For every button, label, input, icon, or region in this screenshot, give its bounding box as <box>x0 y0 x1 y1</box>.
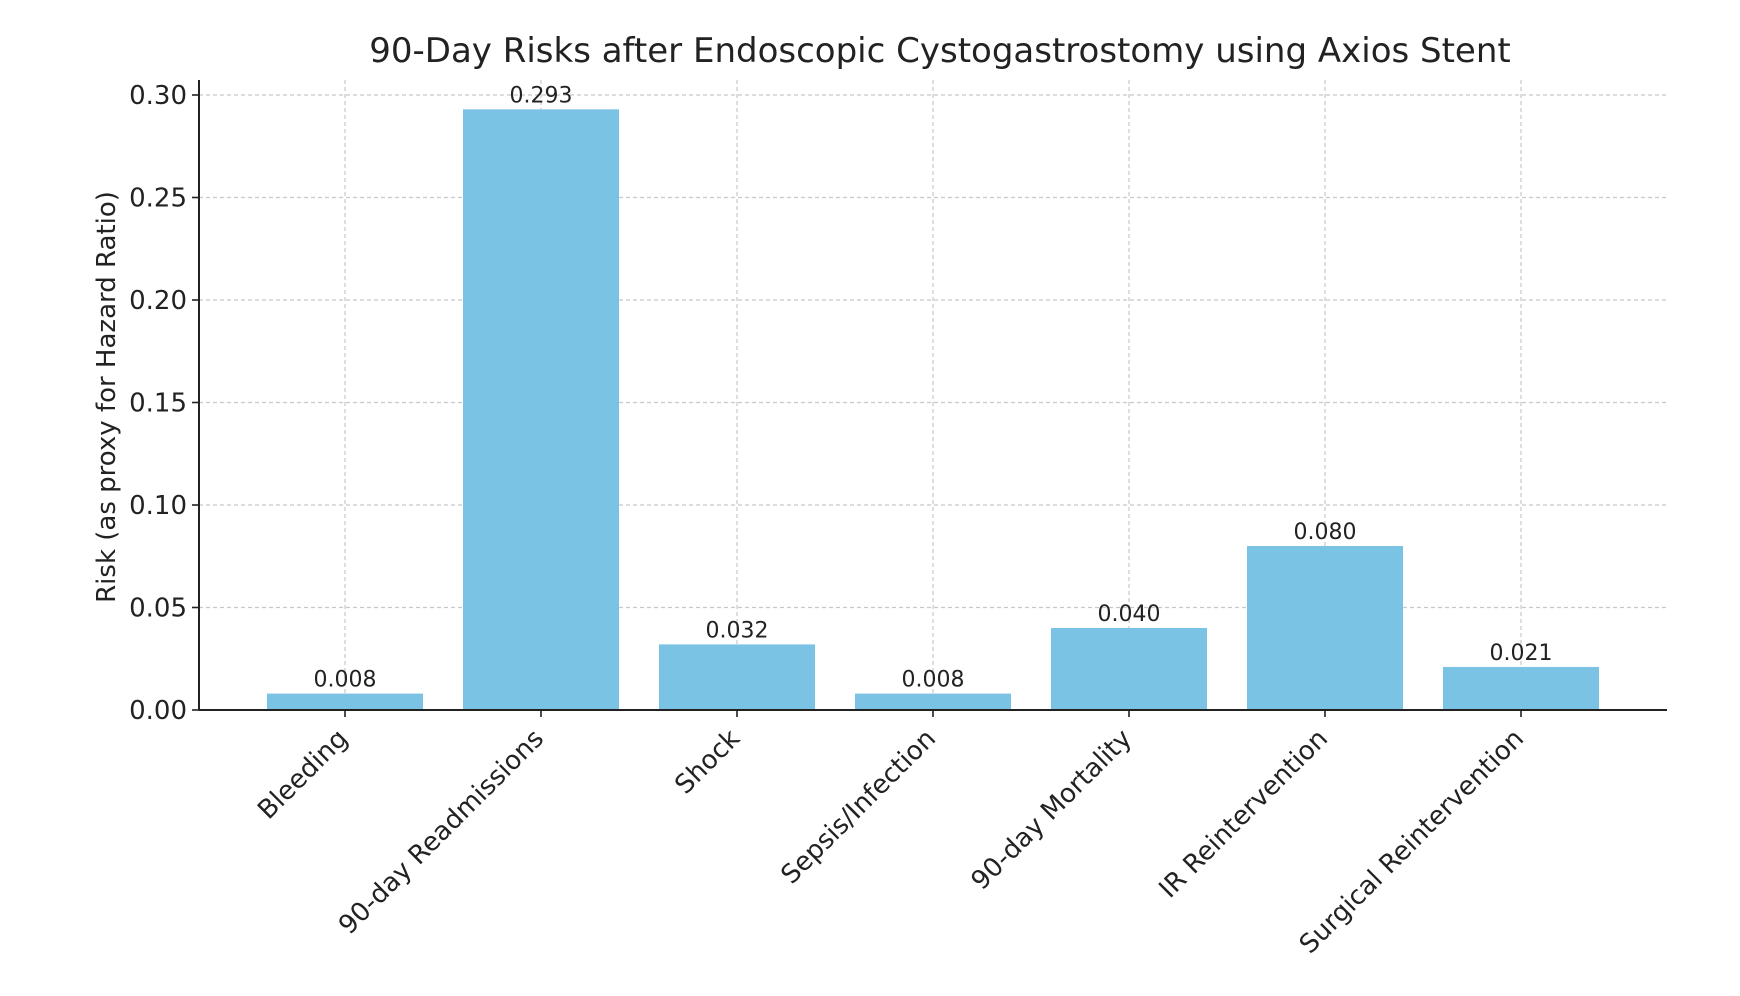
y-axis-label: Risk (as proxy for Hazard Ratio) <box>92 191 122 603</box>
bar-value-label: 0.021 <box>1490 641 1553 666</box>
bar <box>1247 546 1403 710</box>
axes-layer <box>192 80 1667 717</box>
y-tick-label: 0.15 <box>129 389 187 419</box>
y-tick-label: 0.10 <box>129 491 187 521</box>
y-tick-label: 0.00 <box>129 696 187 726</box>
bar-value-label: 0.293 <box>510 83 573 108</box>
x-tick-label: Surgical Reintervention <box>1294 724 1530 960</box>
bar <box>1051 628 1207 710</box>
bar-value-label: 0.008 <box>902 668 965 693</box>
bar <box>659 644 815 710</box>
bar <box>1443 666 1599 710</box>
bar <box>463 109 619 711</box>
bar-value-label: 0.008 <box>314 668 377 693</box>
x-tick-label: IR Reintervention <box>1154 724 1334 904</box>
bars-layer <box>267 109 1599 711</box>
bar-value-label: 0.080 <box>1294 520 1357 545</box>
x-tick-label: Bleeding <box>252 724 354 826</box>
y-tick-label: 0.25 <box>129 184 187 214</box>
x-tick-label: 90-day Readmissions <box>333 724 550 941</box>
bar <box>267 693 423 710</box>
grid-layer <box>199 80 1667 711</box>
labels-layer: 0.00 0.05 0.10 0.15 0.20 0.25 0.30 0.008 Bleedin… <box>129 81 1552 960</box>
chart-title: 90-Day Risks after Endoscopic Cystogastr… <box>369 31 1510 71</box>
x-tick-label: Shock <box>669 724 746 801</box>
bar-value-label: 0.040 <box>1098 602 1161 627</box>
bar <box>855 693 1011 710</box>
y-tick-label: 0.20 <box>129 286 187 316</box>
y-tick-label: 0.30 <box>129 81 187 111</box>
x-tick-label: 90-day Mortality <box>966 724 1138 896</box>
bar-value-label: 0.032 <box>706 618 769 643</box>
y-tick-label: 0.05 <box>129 594 187 624</box>
x-tick-label: Sepsis/Infection <box>775 724 942 891</box>
